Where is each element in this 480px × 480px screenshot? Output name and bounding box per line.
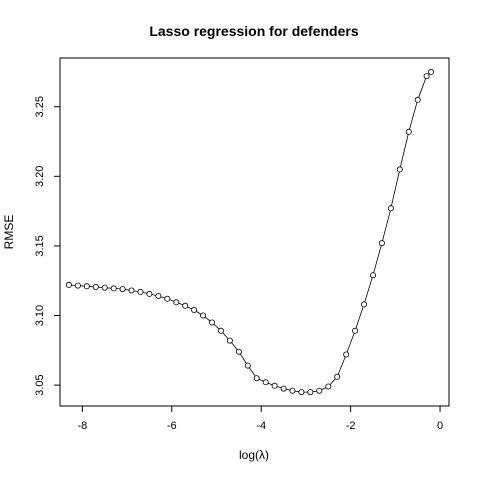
x-tick-label: -8	[77, 420, 87, 432]
data-point	[405, 128, 412, 135]
data-point	[253, 375, 260, 382]
data-point	[191, 306, 198, 313]
data-point	[280, 385, 287, 392]
y-tick-label: 3.10	[34, 305, 46, 326]
data-point	[414, 96, 421, 103]
data-point	[208, 319, 215, 326]
x-tick-label: -4	[256, 420, 266, 432]
data-point	[289, 387, 296, 394]
data-point	[83, 283, 90, 290]
data-point	[396, 166, 403, 173]
series-layer	[65, 68, 435, 396]
data-point	[298, 389, 305, 396]
data-point	[217, 327, 224, 334]
data-point	[92, 283, 99, 290]
y-tick-label: 3.20	[34, 166, 46, 187]
y-axis: 3.05 3.10 3.15 3.20 3.25	[34, 96, 60, 396]
data-point	[65, 281, 72, 288]
data-point	[307, 389, 314, 396]
x-tick-label: -2	[346, 420, 356, 432]
data-point	[74, 282, 81, 289]
data-point	[369, 272, 376, 279]
data-point	[164, 295, 171, 302]
data-point	[128, 287, 135, 294]
data-point	[325, 383, 332, 390]
x-tick-label: 0	[437, 420, 443, 432]
data-point	[343, 351, 350, 358]
data-point	[235, 348, 242, 355]
x-tick-label: -6	[167, 420, 177, 432]
data-point	[173, 299, 180, 306]
data-point	[423, 73, 430, 80]
data-point	[110, 285, 117, 292]
plot-area-frame	[59, 57, 450, 407]
x-axis: -8 -6 -4 -2 0	[77, 406, 443, 432]
data-point	[182, 302, 189, 309]
data-point	[226, 337, 233, 344]
data-point	[244, 362, 251, 369]
data-point	[137, 288, 144, 295]
data-point	[334, 373, 341, 380]
data-point	[360, 301, 367, 308]
y-tick-label: 3.25	[34, 96, 46, 117]
data-point	[378, 240, 385, 247]
x-axis-label: log(λ)	[239, 448, 269, 462]
data-point	[119, 286, 126, 293]
data-point	[428, 68, 435, 75]
data-point	[262, 379, 269, 386]
data-point	[387, 205, 394, 212]
data-point	[271, 382, 278, 389]
data-point	[200, 312, 207, 319]
y-tick-label: 3.05	[34, 374, 46, 395]
data-point	[316, 387, 323, 394]
data-point	[146, 290, 153, 297]
data-point	[101, 284, 108, 291]
y-tick-label: 3.15	[34, 235, 46, 256]
data-point	[155, 292, 162, 299]
series-line	[68, 71, 432, 393]
data-point	[352, 327, 359, 334]
y-axis-label: RMSE	[2, 215, 16, 250]
chart-title: Lasso regression for defenders	[149, 23, 359, 39]
